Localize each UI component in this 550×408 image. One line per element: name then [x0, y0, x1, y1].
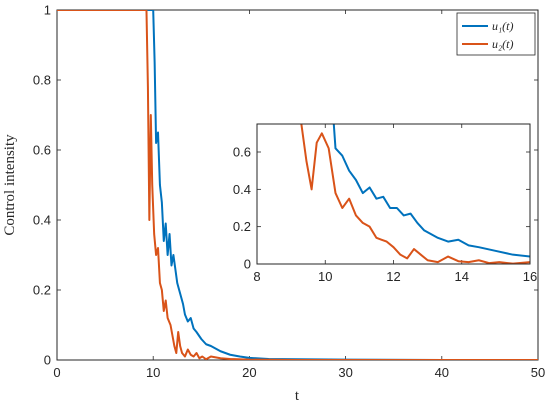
inset-series-line-2: [300, 124, 530, 264]
main-x-tick-label: 30: [338, 365, 352, 380]
y-axis-label: Control intensity: [2, 134, 18, 236]
legend: u₁(t) u₂(t): [456, 12, 536, 56]
inset-x-tick-label: 10: [318, 269, 332, 284]
main-series-line-1: [57, 10, 538, 360]
main-y-tick-label: 0.4: [33, 213, 51, 228]
inset-series: [300, 124, 530, 264]
main-y-tick-label: 0.2: [33, 283, 51, 298]
inset-y-tick-label: 0.2: [233, 219, 251, 234]
main-y-tick-label: 0.8: [33, 73, 51, 88]
main-y-tick-label: 0: [44, 353, 51, 368]
inset-plot-area: [256, 123, 531, 265]
main-x-tick-label: 20: [242, 365, 256, 380]
main-axis-ticks: 0 10 20 30 40 50 0 0.2 0.4 0.6 0.8 1: [33, 3, 545, 381]
inset-x-tick-label: 8: [253, 269, 260, 284]
inset-x-tick-label: 12: [386, 269, 400, 284]
main-x-tick-label: 10: [146, 365, 160, 380]
inset-series-line-1: [332, 124, 530, 258]
inset-x-tick-label: 16: [523, 269, 537, 284]
inset-x-tick-label: 14: [455, 269, 469, 284]
main-x-tick-label: 0: [53, 365, 60, 380]
main-y-tick-label: 0.6: [33, 143, 51, 158]
main-y-tick-label: 1: [44, 3, 51, 18]
legend-box: [456, 12, 536, 56]
main-x-tick-label: 50: [531, 365, 545, 380]
inset-frame: [256, 123, 531, 265]
main-series-line-2: [57, 10, 538, 360]
main-x-tick-label: 40: [435, 365, 449, 380]
inset-y-tick-label: 0.4: [233, 182, 251, 197]
main-series: [57, 10, 538, 360]
inset-y-tick-label: 0.6: [233, 145, 251, 160]
legend-label-u1: u₁(t): [492, 19, 514, 33]
inset-y-tick-label: 0: [244, 257, 251, 272]
legend-label-u2: u₂(t): [492, 37, 514, 51]
x-axis-label: t: [295, 388, 300, 404]
inset-axis-ticks: 8 10 12 14 16 0 0.2 0.4 0.6: [233, 124, 537, 284]
